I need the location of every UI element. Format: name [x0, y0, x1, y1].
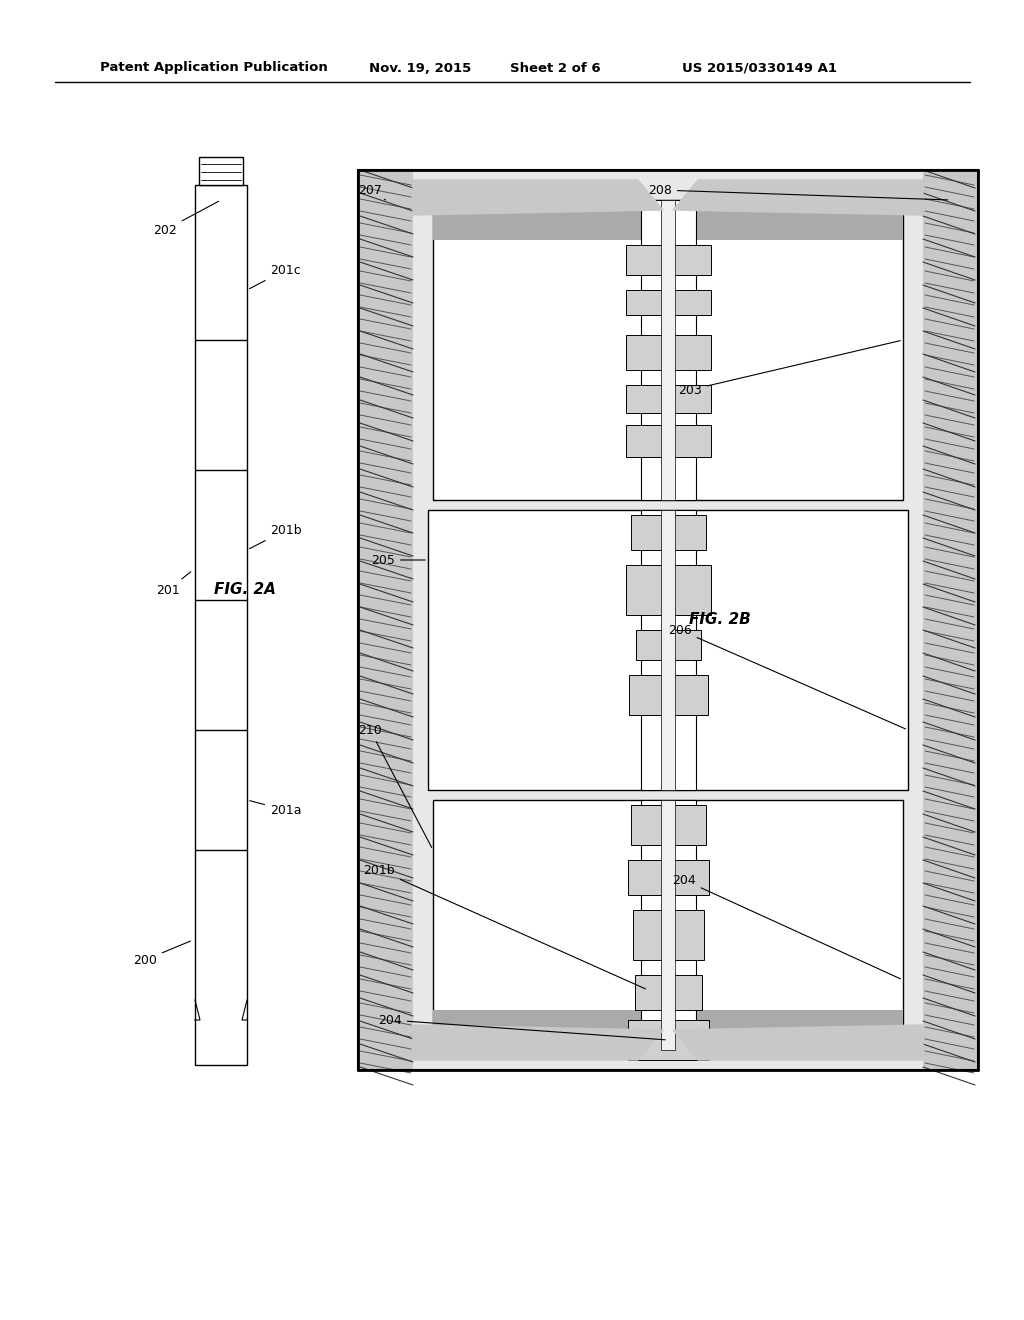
- Bar: [628, 861, 709, 895]
- Bar: [636, 630, 700, 660]
- Text: FIG. 2B: FIG. 2B: [689, 612, 751, 627]
- Text: Sheet 2 of 6: Sheet 2 of 6: [510, 62, 600, 74]
- Text: 208: 208: [648, 183, 948, 199]
- Bar: [640, 201, 695, 500]
- Text: 201a: 201a: [250, 801, 301, 817]
- Text: 202: 202: [154, 202, 218, 236]
- Bar: [633, 909, 703, 960]
- Bar: [428, 510, 908, 789]
- Text: 203: 203: [678, 341, 900, 396]
- Bar: [628, 1020, 709, 1060]
- Bar: [626, 246, 711, 275]
- Text: 201b: 201b: [250, 524, 302, 549]
- Bar: [626, 385, 711, 413]
- Bar: [626, 290, 711, 315]
- Bar: [433, 1010, 903, 1049]
- Bar: [662, 510, 675, 789]
- Text: Patent Application Publication: Patent Application Publication: [100, 62, 328, 74]
- Text: 201: 201: [156, 572, 190, 597]
- Bar: [626, 335, 711, 370]
- Bar: [631, 515, 706, 550]
- Bar: [662, 201, 675, 500]
- Polygon shape: [413, 1026, 663, 1060]
- Bar: [626, 425, 711, 457]
- Text: 206: 206: [668, 623, 905, 729]
- Bar: [358, 170, 978, 1071]
- Bar: [433, 201, 903, 500]
- Bar: [923, 170, 978, 1071]
- Bar: [631, 805, 706, 845]
- Polygon shape: [413, 180, 663, 215]
- Text: US 2015/0330149 A1: US 2015/0330149 A1: [683, 62, 838, 74]
- Text: 201c: 201c: [250, 264, 301, 289]
- Bar: [640, 510, 695, 789]
- Bar: [195, 185, 247, 1065]
- Text: 204: 204: [378, 1014, 666, 1040]
- Polygon shape: [673, 180, 923, 215]
- Text: 210: 210: [358, 723, 432, 847]
- Polygon shape: [673, 1026, 923, 1060]
- Bar: [629, 675, 708, 715]
- Text: 205: 205: [371, 553, 425, 566]
- Text: FIG. 2A: FIG. 2A: [214, 582, 275, 598]
- Bar: [635, 975, 701, 1010]
- Bar: [662, 800, 675, 1049]
- Text: 200: 200: [133, 941, 190, 966]
- Text: 207: 207: [358, 183, 385, 201]
- Text: 204: 204: [672, 874, 900, 979]
- Bar: [433, 800, 903, 1049]
- Text: 201b: 201b: [364, 863, 645, 989]
- Bar: [199, 157, 243, 185]
- Bar: [626, 565, 711, 615]
- Bar: [433, 201, 903, 240]
- Bar: [640, 800, 695, 1049]
- Text: Nov. 19, 2015: Nov. 19, 2015: [369, 62, 471, 74]
- Bar: [358, 170, 413, 1071]
